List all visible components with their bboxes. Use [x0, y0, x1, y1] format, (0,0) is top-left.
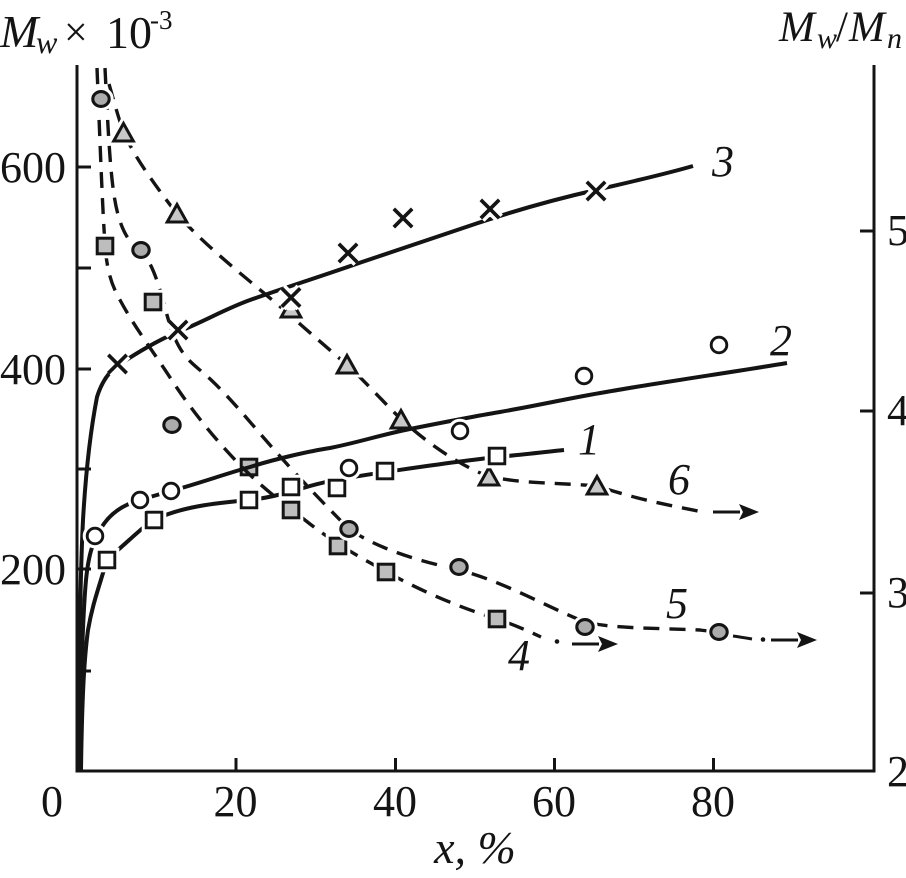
svg-text:2: 2: [770, 316, 792, 365]
svg-text:600: 600: [0, 143, 66, 192]
svg-text:80: 80: [691, 777, 735, 826]
svg-text:3: 3: [711, 137, 734, 186]
svg-text:x, %: x, %: [433, 822, 516, 873]
svg-text:20: 20: [214, 777, 258, 826]
svg-text:200: 200: [0, 545, 66, 594]
svg-text:1: 1: [578, 415, 600, 464]
svg-text:2: 2: [887, 747, 906, 796]
svg-text:3: 3: [887, 568, 906, 617]
svg-text:4: 4: [508, 631, 530, 680]
svg-text:Mw/Mn: Mw/Mn: [778, 4, 902, 55]
svg-text:6: 6: [668, 455, 690, 504]
svg-text:0: 0: [41, 777, 63, 826]
svg-text:Mw×10-3: Mw × 10-3: [0, 5, 173, 60]
svg-text:400: 400: [0, 345, 66, 394]
svg-text:60: 60: [532, 777, 576, 826]
svg-text:40: 40: [373, 777, 417, 826]
svg-text:5: 5: [887, 206, 906, 255]
svg-text:5: 5: [666, 579, 688, 628]
svg-text:4: 4: [887, 386, 906, 435]
